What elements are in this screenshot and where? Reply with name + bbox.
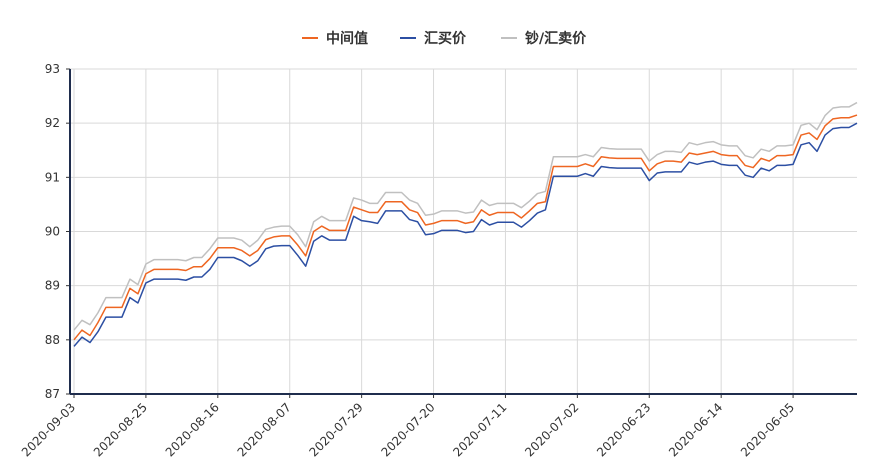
series-lines	[73, 101, 858, 347]
legend-item-2[interactable]: 钞/汇卖价	[501, 30, 587, 47]
x-tick-label: 2020-08-07	[235, 400, 294, 459]
x-tick-label: 2020-07-29	[307, 400, 366, 459]
y-tick-label: 90	[45, 225, 60, 239]
x-tick-label: 2020-06-14	[666, 400, 725, 459]
legend-item-0[interactable]: 中间值	[302, 30, 368, 47]
x-tick-label: 2020-06-05	[738, 400, 797, 459]
legend-label: 钞/汇卖价	[525, 30, 587, 47]
series-line-0	[73, 114, 858, 341]
legend-item-1[interactable]: 汇买价	[400, 31, 467, 47]
y-tick-label: 93	[45, 62, 60, 76]
x-tick-label: 2020-07-20	[378, 400, 437, 459]
y-tick-label: 91	[45, 170, 60, 184]
x-tick-label: 2020-08-25	[91, 400, 150, 459]
legend: 中间值 汇买价 钞/汇卖价	[302, 30, 587, 47]
y-tick-label: 92	[45, 116, 60, 130]
series-line-2	[73, 101, 858, 331]
x-tick-label: 2020-09-03	[19, 400, 78, 459]
y-tick-label: 89	[45, 279, 60, 293]
series-line-1	[73, 122, 858, 347]
axes	[66, 68, 857, 398]
legend-label: 中间值	[326, 30, 368, 47]
y-tick-label: 88	[45, 333, 60, 347]
x-tick-label: 2020-06-23	[594, 400, 653, 459]
x-tick-label: 2020-07-11	[450, 400, 509, 459]
x-tick-label: 2020-08-16	[163, 400, 222, 459]
y-tick-label: 87	[45, 387, 60, 401]
grid-lines	[70, 68, 857, 394]
legend-label: 汇买价	[424, 31, 467, 47]
x-tick-label: 2020-07-02	[522, 400, 581, 459]
